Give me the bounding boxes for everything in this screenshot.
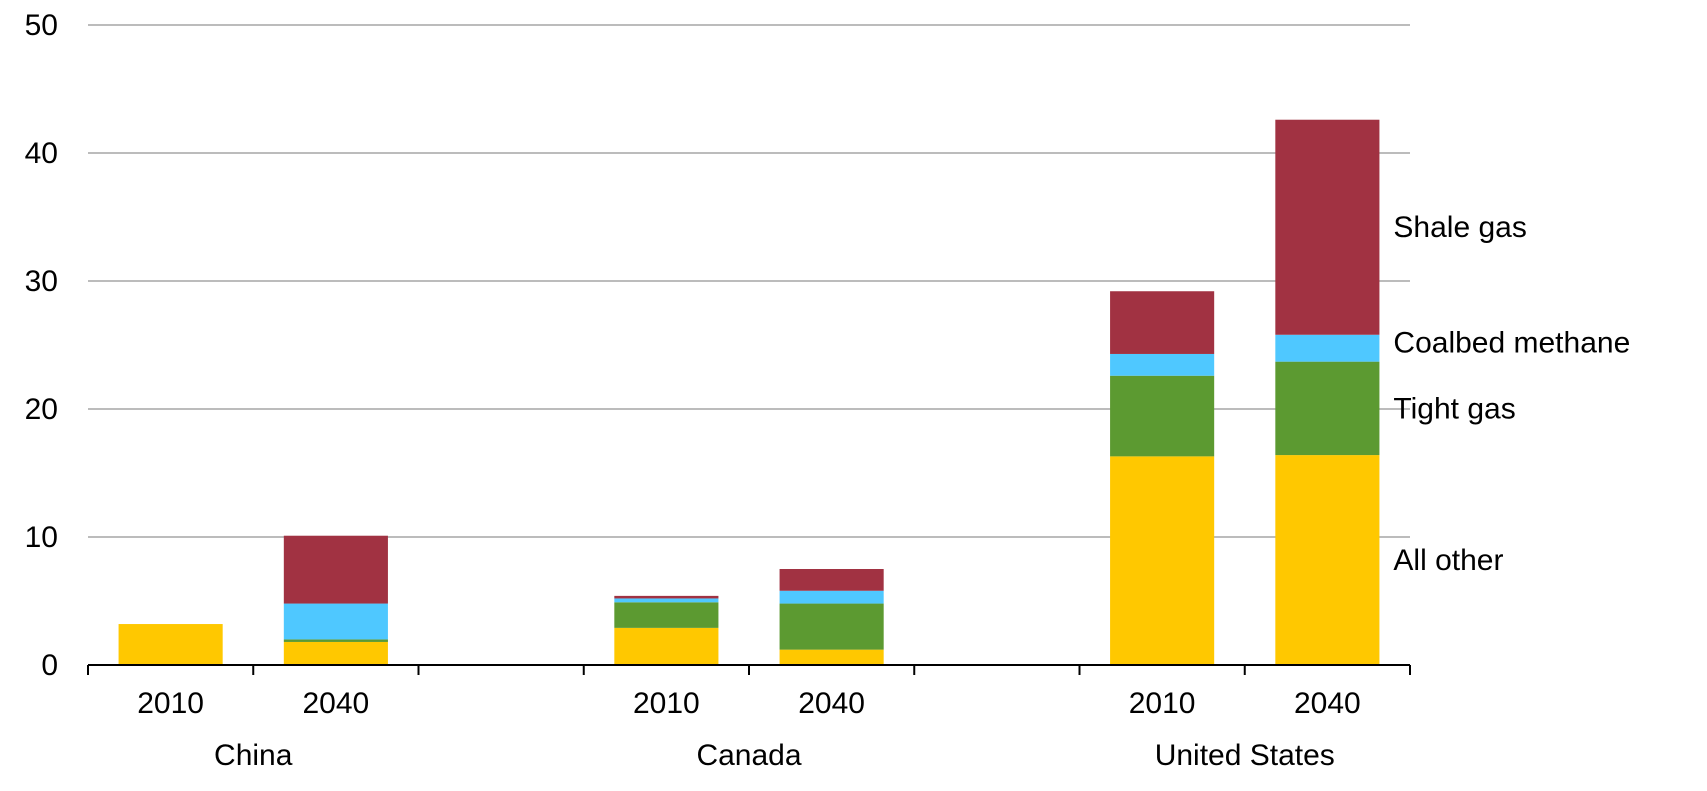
bar-segment-all-other bbox=[779, 649, 884, 665]
bar-segment-tight-gas bbox=[1110, 375, 1215, 457]
bars bbox=[118, 119, 1380, 665]
x-axis-tick-labels: 2010 2040 2010 2040 2010 2040 bbox=[137, 687, 1361, 720]
x-tick-label: 2040 bbox=[303, 687, 370, 720]
bar-segment-tight-gas bbox=[283, 639, 388, 642]
series-label: Tight gas bbox=[1393, 392, 1515, 425]
bar-segment-coalbed-methane bbox=[779, 590, 884, 604]
bar-segment-shale-gas bbox=[1275, 119, 1380, 335]
bar-segment-coalbed-methane bbox=[1275, 334, 1380, 362]
bar-segment-coalbed-methane bbox=[283, 603, 388, 640]
y-tick-label: 40 bbox=[25, 137, 58, 170]
bar-segment-all-other bbox=[118, 624, 223, 665]
group-label: Canada bbox=[696, 739, 801, 772]
series-label: Coalbed methane bbox=[1393, 326, 1630, 359]
bar-segment-coalbed-methane bbox=[614, 598, 719, 603]
bar-segment-shale-gas bbox=[614, 595, 719, 599]
series-label: All other bbox=[1393, 544, 1503, 577]
series-labels: All other Tight gas Coalbed methane Shale g… bbox=[1393, 211, 1630, 577]
bar-segment-tight-gas bbox=[614, 602, 719, 628]
group-label: United States bbox=[1155, 739, 1335, 772]
x-axis bbox=[87, 664, 1411, 675]
x-tick-label: 2010 bbox=[633, 687, 700, 720]
bar-segment-shale-gas bbox=[283, 535, 388, 604]
x-tick-label: 2040 bbox=[1294, 687, 1361, 720]
group-label: China bbox=[214, 739, 293, 772]
y-tick-label: 20 bbox=[25, 393, 58, 426]
bar-segment-all-other bbox=[1110, 456, 1215, 665]
x-tick-label: 2040 bbox=[798, 687, 865, 720]
y-tick-label: 10 bbox=[25, 521, 58, 554]
y-tick-label: 0 bbox=[41, 649, 58, 682]
series-label: Shale gas bbox=[1393, 211, 1526, 244]
group-labels: China Canada United States bbox=[214, 739, 1335, 772]
y-axis-ticks: 0 10 20 30 40 50 bbox=[25, 9, 58, 682]
bar-segment-all-other bbox=[283, 641, 388, 665]
x-tick-label: 2010 bbox=[137, 687, 204, 720]
bar-segment-tight-gas bbox=[779, 603, 884, 650]
bar-segment-tight-gas bbox=[1275, 361, 1380, 456]
y-tick-label: 30 bbox=[25, 265, 58, 298]
bar-segment-all-other bbox=[614, 627, 719, 665]
bar-segment-coalbed-methane bbox=[1110, 353, 1215, 376]
bar-segment-shale-gas bbox=[1110, 291, 1215, 354]
bar-segment-all-other bbox=[1275, 455, 1380, 665]
x-tick-label: 2010 bbox=[1129, 687, 1196, 720]
bar-segment-shale-gas bbox=[779, 569, 884, 591]
y-tick-label: 50 bbox=[25, 9, 58, 42]
